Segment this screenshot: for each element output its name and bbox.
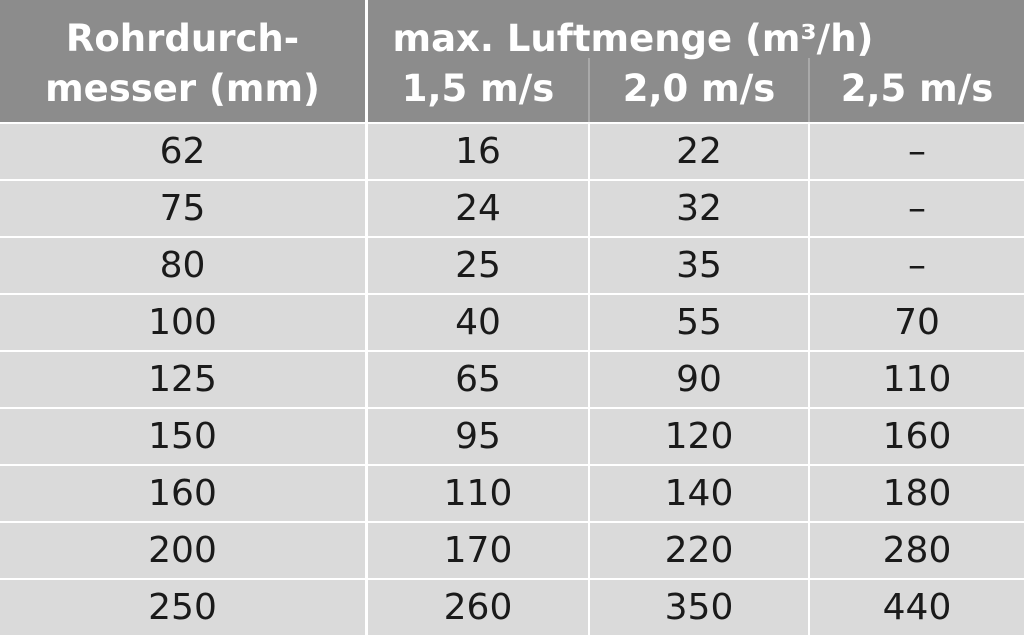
airflow-cell: 95 [368, 409, 588, 464]
airflow-cell: 35 [590, 238, 808, 293]
airflow-cell: 120 [590, 409, 808, 464]
diameter-cell: 125 [0, 352, 365, 407]
diameter-cell: 200 [0, 523, 365, 578]
header-background [368, 0, 1024, 122]
speed-header: 2,0 m/s [622, 67, 776, 110]
diameter-cell: 100 [0, 295, 365, 350]
airflow-cell: 170 [368, 523, 588, 578]
airflow-cell: 160 [810, 409, 1024, 464]
airflow-cell: 32 [590, 181, 808, 236]
diameter-cell: 62 [0, 124, 365, 179]
airflow-cell: 70 [810, 295, 1024, 350]
airflow-cell: 350 [590, 580, 808, 635]
airflow-cell: 90 [590, 352, 808, 407]
header-divider [588, 58, 590, 122]
airflow-cell: 220 [590, 523, 808, 578]
speed-header: 1,5 m/s [401, 67, 555, 110]
header-label: Rohrdurch- [65, 17, 300, 60]
airflow-cell: – [810, 181, 1024, 236]
airflow-cell: 110 [810, 352, 1024, 407]
speed-header: 2,5 m/s [840, 67, 994, 110]
header-label: messer (mm) [45, 67, 320, 110]
airflow-cell: 180 [810, 466, 1024, 521]
diameter-cell: 160 [0, 466, 365, 521]
header-background [0, 0, 365, 122]
diameter-cell: 75 [0, 181, 365, 236]
airflow-cell: 440 [810, 580, 1024, 635]
airflow-cell: – [810, 238, 1024, 293]
airflow-cell: 25 [368, 238, 588, 293]
group-header: max. Luftmenge (m³/h) [392, 17, 874, 60]
airflow-cell: 140 [590, 466, 808, 521]
diameter-cell: 80 [0, 238, 365, 293]
airflow-cell: 24 [368, 181, 588, 236]
diameter-cell: 250 [0, 580, 365, 635]
airflow-cell: 55 [590, 295, 808, 350]
airflow-cell: 16 [368, 124, 588, 179]
airflow-cell: 110 [368, 466, 588, 521]
diameter-cell: 150 [0, 409, 365, 464]
airflow-cell: 22 [590, 124, 808, 179]
header-divider [808, 58, 810, 122]
airflow-cell: 260 [368, 580, 588, 635]
airflow-cell: 65 [368, 352, 588, 407]
airflow-cell: 40 [368, 295, 588, 350]
airflow-cell: 280 [810, 523, 1024, 578]
airflow-cell: – [810, 124, 1024, 179]
